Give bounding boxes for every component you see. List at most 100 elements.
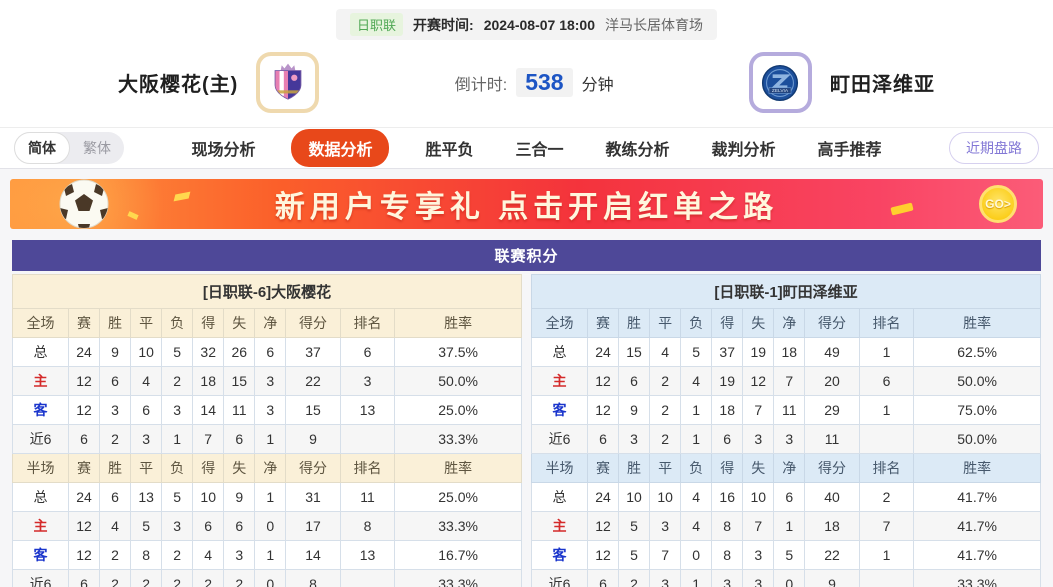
row-label: 主 bbox=[12, 511, 69, 541]
stat-value: 5 bbox=[130, 511, 163, 541]
stat-value: 5 bbox=[161, 482, 194, 512]
stat-value: 11 bbox=[804, 424, 860, 454]
tab-win-draw-loss[interactable]: 胜平负 bbox=[425, 142, 474, 159]
stat-value bbox=[339, 569, 396, 587]
scope-header: 半场 bbox=[12, 453, 69, 483]
row-label: 近6 bbox=[12, 569, 69, 587]
column-header: 得分 bbox=[804, 308, 860, 338]
stat-value: 1 bbox=[254, 540, 287, 570]
column-header: 平 bbox=[130, 308, 163, 338]
stat-value: 5 bbox=[773, 540, 806, 570]
stat-value: 8 bbox=[711, 540, 744, 570]
recent-handicap-button[interactable]: 近期盘路 bbox=[948, 132, 1039, 164]
stat-value: 41.7% bbox=[913, 482, 1041, 512]
stat-value: 3 bbox=[742, 540, 775, 570]
stat-value: 2 bbox=[649, 395, 682, 425]
column-header: 排名 bbox=[339, 308, 396, 338]
stat-value: 12 bbox=[67, 366, 101, 396]
row-label: 客 bbox=[531, 395, 588, 425]
stat-value: 12 bbox=[586, 395, 620, 425]
stat-value: 2 bbox=[161, 366, 194, 396]
lang-simplified-button[interactable]: 简体 bbox=[14, 132, 70, 164]
column-header: 赛 bbox=[67, 453, 101, 483]
stat-value: 5 bbox=[161, 337, 194, 367]
stat-value: 7 bbox=[192, 424, 225, 454]
stat-value: 7 bbox=[858, 511, 915, 541]
stat-value: 6 bbox=[711, 424, 744, 454]
stat-value: 0 bbox=[680, 540, 713, 570]
column-header: 净 bbox=[254, 308, 287, 338]
stat-value: 3 bbox=[618, 424, 651, 454]
stats-row: 总 24 9 10 5 32 26 6 37 6 37.5% bbox=[12, 337, 522, 367]
stat-value: 6 bbox=[773, 482, 806, 512]
stat-value: 6 bbox=[586, 569, 620, 587]
stat-value: 4 bbox=[680, 482, 713, 512]
stat-value: 33.3% bbox=[913, 569, 1041, 587]
home-table-header: [日职联-6]大阪樱花 bbox=[12, 274, 522, 309]
stat-value: 12 bbox=[67, 511, 101, 541]
column-header: 胜 bbox=[99, 308, 132, 338]
stat-value: 3 bbox=[130, 424, 163, 454]
league-standings-section: 联赛积分 [日职联-6]大阪樱花 全场赛胜平负得失净得分 排名 胜率总 24 9 10 5 32… bbox=[12, 240, 1041, 587]
column-header: 胜率 bbox=[394, 453, 522, 483]
lang-traditional-button[interactable]: 繁体 bbox=[83, 140, 111, 156]
stat-value: 24 bbox=[67, 482, 101, 512]
row-label: 总 bbox=[12, 337, 69, 367]
column-header: 失 bbox=[742, 308, 775, 338]
row-label: 主 bbox=[12, 366, 69, 396]
stat-value: 6 bbox=[223, 511, 256, 541]
stat-value: 19 bbox=[742, 337, 775, 367]
tab-data-analysis[interactable]: 数据分析 bbox=[291, 129, 390, 167]
match-header: 大阪樱花(主) 倒计时: 538 分钟 bbox=[0, 40, 1053, 127]
stat-value: 3 bbox=[99, 395, 132, 425]
stats-row: 主 12 4 5 3 6 6 0 17 8 33.3% bbox=[12, 511, 522, 541]
stat-value: 5 bbox=[680, 337, 713, 367]
match-info-strip: 日职联 开赛时间: 2024-08-07 18:00 洋马长居体育场 bbox=[0, 0, 1053, 40]
stat-value: 5 bbox=[618, 540, 651, 570]
stat-value: 1 bbox=[254, 482, 287, 512]
stat-value: 7 bbox=[773, 366, 806, 396]
column-header: 负 bbox=[161, 308, 194, 338]
stat-value: 17 bbox=[285, 511, 341, 541]
stat-value: 18 bbox=[773, 337, 806, 367]
stat-value: 50.0% bbox=[913, 366, 1041, 396]
tab-live-analysis[interactable]: 现场分析 bbox=[191, 142, 256, 159]
stat-value: 12 bbox=[586, 511, 620, 541]
stat-value: 33.3% bbox=[394, 424, 522, 454]
stat-value: 12 bbox=[67, 395, 101, 425]
stat-value: 19 bbox=[711, 366, 744, 396]
stat-value: 3 bbox=[773, 424, 806, 454]
stat-value: 2 bbox=[130, 569, 163, 587]
stat-value: 3 bbox=[649, 511, 682, 541]
away-team-name: 町田泽维亚 bbox=[829, 74, 935, 96]
column-header: 负 bbox=[680, 308, 713, 338]
stat-value: 37 bbox=[711, 337, 744, 367]
stat-value: 1 bbox=[680, 395, 713, 425]
column-header: 净 bbox=[773, 453, 806, 483]
column-header: 得 bbox=[192, 308, 225, 338]
stat-value: 1 bbox=[254, 424, 287, 454]
stat-value: 9 bbox=[285, 424, 341, 454]
stat-value: 9 bbox=[223, 482, 256, 512]
stat-value: 4 bbox=[680, 366, 713, 396]
language-toggle: 简体 繁体 bbox=[14, 132, 124, 164]
promo-banner[interactable]: 新用户专享礼 点击开启红单之路 GO> bbox=[10, 179, 1043, 229]
tab-expert-picks[interactable]: 高手推荐 bbox=[817, 142, 882, 159]
stat-value: 14 bbox=[192, 395, 225, 425]
row-label: 客 bbox=[531, 540, 588, 570]
column-header: 得 bbox=[192, 453, 225, 483]
column-header: 失 bbox=[742, 453, 775, 483]
tab-referee-analysis[interactable]: 裁判分析 bbox=[711, 142, 776, 159]
stat-value: 29 bbox=[804, 395, 860, 425]
stat-value: 11 bbox=[339, 482, 396, 512]
tab-coach-analysis[interactable]: 教练分析 bbox=[605, 142, 670, 159]
stats-row: 客 12 3 6 3 14 11 3 15 13 25.0% bbox=[12, 395, 522, 425]
stat-value: 6 bbox=[618, 366, 651, 396]
soccer-ball-icon bbox=[58, 179, 110, 229]
stat-value: 16 bbox=[711, 482, 744, 512]
go-button[interactable]: GO> bbox=[979, 185, 1017, 223]
row-label: 主 bbox=[531, 366, 588, 396]
stat-value bbox=[858, 569, 915, 587]
tab-three-in-one[interactable]: 三合一 bbox=[515, 142, 564, 159]
stat-value: 1 bbox=[680, 569, 713, 587]
